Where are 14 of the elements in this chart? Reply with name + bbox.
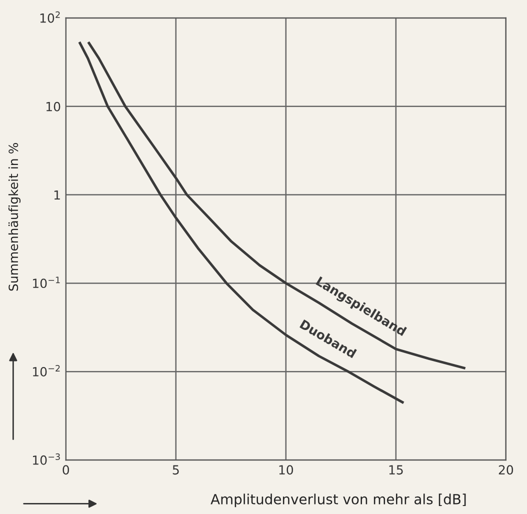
y-tick-label: 10$^{2}$ bbox=[40, 11, 60, 23]
x-tick-label: 15 bbox=[389, 465, 403, 475]
y-tick-label: 10 bbox=[46, 102, 60, 112]
y-tick-label: 1 bbox=[54, 190, 60, 200]
x-tick-label: 10 bbox=[279, 465, 294, 475]
x-tick-label: 5 bbox=[172, 465, 179, 475]
x-tick-label: 20 bbox=[498, 465, 514, 475]
line-series bbox=[88, 42, 466, 370]
y-tick-label: 10$^{−2}$ bbox=[33, 364, 60, 376]
y-axis-title: Summenhäufigkeit in % bbox=[8, 142, 21, 291]
x-tick-label: 0 bbox=[62, 465, 70, 475]
y-tick-label: 10$^{−1}$ bbox=[33, 276, 60, 288]
x-axis-title: Amplitudenverlust von mehr als [dB] bbox=[210, 494, 466, 508]
y-tick-label: 10$^{−3}$ bbox=[33, 453, 60, 465]
